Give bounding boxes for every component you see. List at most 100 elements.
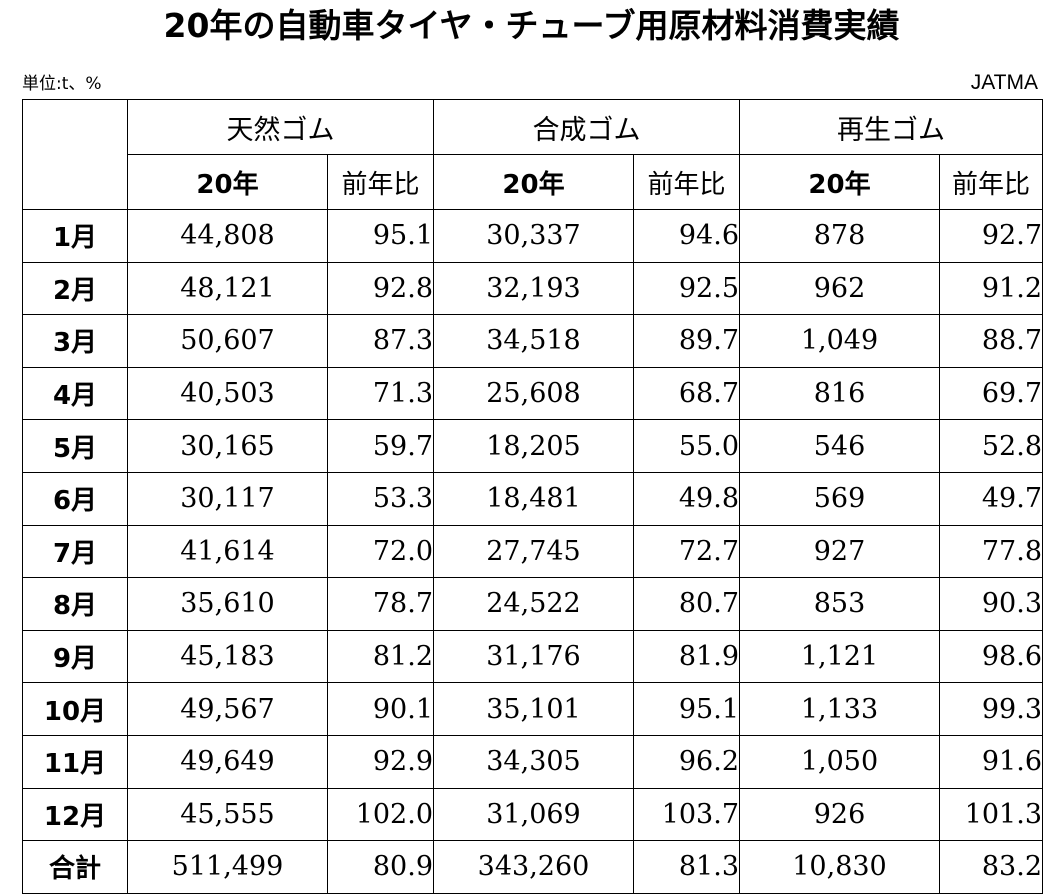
month-cell: 12月 <box>22 787 128 842</box>
natural-rubber-yoy: 80.9 <box>327 840 434 894</box>
consumption-table: 天然ゴム 合成ゴム 再生ゴム 20年 前年比 20年 前年比 20年 前年比 1… <box>22 99 1043 894</box>
synthetic-rubber-value: 18,481 <box>433 471 634 526</box>
synthetic-rubber-value: 27,745 <box>433 524 634 579</box>
month-cell: 4月 <box>22 366 128 421</box>
natural-rubber-yoy: 102.0 <box>327 787 434 842</box>
reclaimed-rubber-value: 926 <box>739 787 940 842</box>
header-row-groups: 天然ゴム 合成ゴム 再生ゴム <box>22 99 1043 210</box>
reclaimed-rubber-value: 1,049 <box>739 314 940 368</box>
table-row: 12月 45,555 102.0 31,069 103.7 926 101.3 <box>22 787 1043 842</box>
corner-cell <box>22 99 128 210</box>
reclaimed-rubber-yoy: 77.8 <box>939 524 1043 579</box>
natural-rubber-yoy: 78.7 <box>327 577 434 631</box>
table-row: 2月 48,121 92.8 32,193 92.5 962 91.2 <box>22 261 1043 316</box>
natural-rubber-value: 40,503 <box>127 366 328 421</box>
table-row: 6月 30,117 53.3 18,481 49.8 569 49.7 <box>22 471 1043 526</box>
synthetic-rubber-value: 18,205 <box>433 419 634 473</box>
natural-rubber-yoy: 92.9 <box>327 734 434 789</box>
synthetic-rubber-yoy: 92.5 <box>633 261 740 316</box>
reclaimed-rubber-yoy: 101.3 <box>939 787 1043 842</box>
synthetic-rubber-value: 24,522 <box>433 577 634 631</box>
reclaimed-rubber-yoy: 99.3 <box>939 682 1043 736</box>
column-header-yoy: 前年比 <box>633 154 740 210</box>
table-body: 1月 44,808 95.1 30,337 94.6 878 92.7 2月 48,121 92.… <box>22 209 1043 894</box>
month-cell: 6月 <box>22 471 128 526</box>
natural-rubber-value: 511,499 <box>127 840 328 894</box>
synthetic-rubber-yoy: 95.1 <box>633 682 740 736</box>
natural-rubber-yoy: 92.8 <box>327 261 434 316</box>
month-cell: 合計 <box>22 840 128 894</box>
source-label: JATMA <box>970 71 1038 94</box>
synthetic-rubber-yoy: 68.7 <box>633 366 740 421</box>
table-row: 8月 35,610 78.7 24,522 80.7 853 90.3 <box>22 577 1043 631</box>
synthetic-rubber-yoy: 96.2 <box>633 734 740 789</box>
natural-rubber-yoy: 59.7 <box>327 419 434 473</box>
column-header-year: 20年 <box>127 154 328 210</box>
month-cell: 9月 <box>22 629 128 684</box>
table-row: 3月 50,607 87.3 34,518 89.7 1,049 88.7 <box>22 314 1043 368</box>
table-row: 4月 40,503 71.3 25,608 68.7 816 69.7 <box>22 366 1043 421</box>
reclaimed-rubber-value: 569 <box>739 471 940 526</box>
reclaimed-rubber-value: 546 <box>739 419 940 473</box>
natural-rubber-value: 41,614 <box>127 524 328 579</box>
natural-rubber-yoy: 95.1 <box>327 209 434 263</box>
natural-rubber-value: 50,607 <box>127 314 328 368</box>
synthetic-rubber-value: 30,337 <box>433 209 634 263</box>
total-row: 合計 511,499 80.9 343,260 81.3 10,830 83.2 <box>22 840 1043 894</box>
synthetic-rubber-yoy: 81.3 <box>633 840 740 894</box>
reclaimed-rubber-yoy: 52.8 <box>939 419 1043 473</box>
reclaimed-rubber-yoy: 69.7 <box>939 366 1043 421</box>
natural-rubber-value: 45,183 <box>127 629 328 684</box>
group-header-reclaimed-rubber: 再生ゴム <box>739 99 1043 155</box>
reclaimed-rubber-value: 1,133 <box>739 682 940 736</box>
month-cell: 3月 <box>22 314 128 368</box>
reclaimed-rubber-value: 816 <box>739 366 940 421</box>
natural-rubber-value: 35,610 <box>127 577 328 631</box>
natural-rubber-yoy: 71.3 <box>327 366 434 421</box>
natural-rubber-value: 49,567 <box>127 682 328 736</box>
reclaimed-rubber-yoy: 83.2 <box>939 840 1043 894</box>
synthetic-rubber-yoy: 72.7 <box>633 524 740 579</box>
reclaimed-rubber-yoy: 98.6 <box>939 629 1043 684</box>
reclaimed-rubber-yoy: 91.6 <box>939 734 1043 789</box>
month-cell: 5月 <box>22 419 128 473</box>
unit-note: 単位:t、% <box>22 74 102 94</box>
table-row: 5月 30,165 59.7 18,205 55.0 546 52.8 <box>22 419 1043 473</box>
header-row-columns: 20年 前年比 20年 前年比 20年 前年比 <box>23 154 1043 210</box>
synthetic-rubber-value: 31,176 <box>433 629 634 684</box>
month-cell: 10月 <box>22 682 128 736</box>
table-row: 10月 49,567 90.1 35,101 95.1 1,133 99.3 <box>22 682 1043 736</box>
synthetic-rubber-value: 34,305 <box>433 734 634 789</box>
natural-rubber-value: 48,121 <box>127 261 328 316</box>
month-cell: 1月 <box>22 209 128 263</box>
reclaimed-rubber-yoy: 88.7 <box>939 314 1043 368</box>
column-header-yoy: 前年比 <box>939 154 1043 210</box>
reclaimed-rubber-value: 853 <box>739 577 940 631</box>
natural-rubber-yoy: 87.3 <box>327 314 434 368</box>
reclaimed-rubber-value: 10,830 <box>739 840 940 894</box>
month-cell: 8月 <box>22 577 128 631</box>
synthetic-rubber-yoy: 80.7 <box>633 577 740 631</box>
table-row: 7月 41,614 72.0 27,745 72.7 927 77.8 <box>22 524 1043 579</box>
natural-rubber-value: 49,649 <box>127 734 328 789</box>
reclaimed-rubber-yoy: 49.7 <box>939 471 1043 526</box>
natural-rubber-yoy: 72.0 <box>327 524 434 579</box>
reclaimed-rubber-value: 927 <box>739 524 940 579</box>
synthetic-rubber-yoy: 103.7 <box>633 787 740 842</box>
reclaimed-rubber-value: 1,050 <box>739 734 940 789</box>
reclaimed-rubber-value: 1,121 <box>739 629 940 684</box>
natural-rubber-yoy: 81.2 <box>327 629 434 684</box>
group-header-synthetic-rubber: 合成ゴム <box>433 99 740 155</box>
reclaimed-rubber-yoy: 90.3 <box>939 577 1043 631</box>
table-row: 11月 49,649 92.9 34,305 96.2 1,050 91.6 <box>22 734 1043 789</box>
natural-rubber-yoy: 53.3 <box>327 471 434 526</box>
table-row: 9月 45,183 81.2 31,176 81.9 1,121 98.6 <box>22 629 1043 684</box>
reclaimed-rubber-yoy: 92.7 <box>939 209 1043 263</box>
synthetic-rubber-value: 32,193 <box>433 261 634 316</box>
month-cell: 2月 <box>22 261 128 316</box>
table-row: 1月 44,808 95.1 30,337 94.6 878 92.7 <box>22 209 1043 263</box>
synthetic-rubber-value: 34,518 <box>433 314 634 368</box>
synthetic-rubber-yoy: 49.8 <box>633 471 740 526</box>
natural-rubber-value: 45,555 <box>127 787 328 842</box>
reclaimed-rubber-yoy: 91.2 <box>939 261 1043 316</box>
